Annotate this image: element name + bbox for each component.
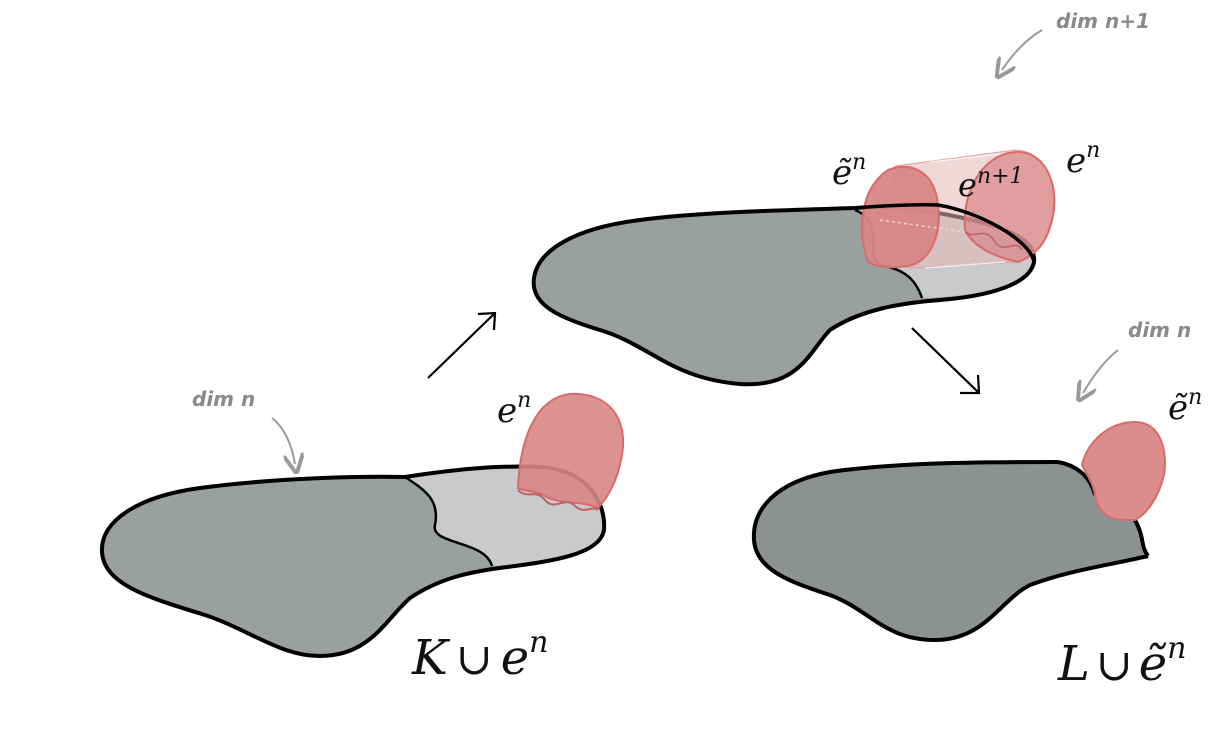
right-annotation-arrow <box>1083 349 1119 393</box>
left-dim-annotation: dim n <box>192 387 255 411</box>
top-annotation-arrow <box>1002 29 1043 70</box>
top-dim-annotation: dim n+1 <box>1056 9 1150 33</box>
left-cell-en <box>516 392 625 510</box>
middle-cell-left-label: ẽn <box>832 150 866 193</box>
arrow-left-to-middle <box>427 311 497 379</box>
middle-cap-attach-edge <box>964 231 1023 251</box>
right-dim-annotation: dim n <box>1128 318 1191 342</box>
arrow-middle-to-right <box>911 327 981 395</box>
right-blob-body <box>753 462 1148 640</box>
left-blob-divider <box>404 475 494 567</box>
left-annotation-arrow <box>271 417 295 464</box>
right-cell-label: ẽn <box>1168 385 1202 428</box>
right-cell-tilde-en <box>1080 420 1166 522</box>
middle-cell-tilde-en <box>861 165 940 269</box>
right-caption: L ∪ ẽn <box>1057 631 1186 692</box>
left-complex <box>99 392 625 658</box>
left-caption: K ∪ en <box>411 625 548 686</box>
middle-cell-mid-label: en+1 <box>958 164 1024 204</box>
middle-cell-right-label: en <box>1066 138 1100 181</box>
left-cell-attaching-edge <box>517 489 599 511</box>
middle-complex <box>531 149 1056 387</box>
right-blob-outline <box>751 460 1150 642</box>
left-cell-label: en <box>497 388 531 431</box>
right-complex <box>751 420 1166 642</box>
